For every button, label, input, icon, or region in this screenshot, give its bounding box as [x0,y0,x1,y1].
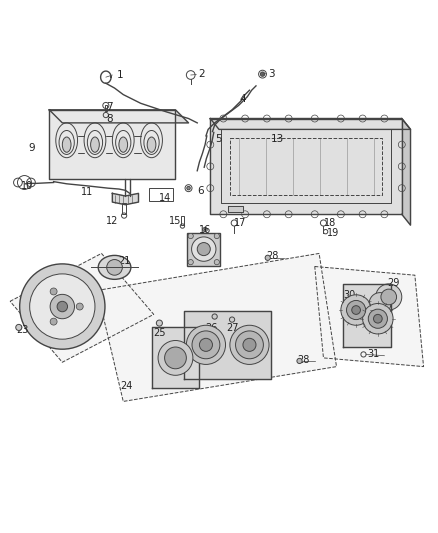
Circle shape [204,229,206,230]
Polygon shape [184,311,271,378]
Text: 2: 2 [198,69,205,79]
Circle shape [186,325,226,365]
Circle shape [57,301,67,312]
Text: 19: 19 [327,228,339,238]
Bar [187,232,220,265]
Ellipse shape [119,137,127,152]
Text: 9: 9 [28,143,35,153]
Text: 29: 29 [387,278,399,288]
Text: 26: 26 [205,324,217,333]
Circle shape [265,255,270,261]
Circle shape [20,264,105,349]
Text: 18: 18 [324,218,336,228]
Text: 16: 16 [199,224,211,235]
Text: 20: 20 [203,245,215,255]
Bar [122,204,126,214]
Ellipse shape [91,137,99,152]
Text: 30: 30 [343,290,356,300]
Text: 10: 10 [21,181,33,191]
Circle shape [376,284,402,310]
Circle shape [187,187,190,190]
Circle shape [156,320,162,326]
Bar [149,188,173,201]
Circle shape [297,358,302,364]
Circle shape [50,288,57,295]
Polygon shape [402,118,410,225]
Circle shape [50,294,74,319]
Circle shape [368,309,388,328]
Text: 24: 24 [120,381,133,391]
Text: 4: 4 [240,94,246,104]
Text: 25: 25 [153,328,166,337]
Polygon shape [152,327,199,389]
Circle shape [341,295,371,325]
Circle shape [16,325,22,330]
Text: 5: 5 [215,134,223,144]
Circle shape [230,317,235,322]
Text: 21: 21 [118,256,131,266]
Text: 13: 13 [271,134,284,144]
Polygon shape [49,110,176,180]
Circle shape [214,233,219,239]
Ellipse shape [98,255,131,279]
Circle shape [212,314,217,319]
Polygon shape [113,193,138,205]
Bar [105,106,107,111]
Ellipse shape [147,137,156,152]
Polygon shape [10,254,154,362]
Circle shape [158,341,193,375]
Text: 15: 15 [170,216,182,226]
Circle shape [165,347,186,369]
Polygon shape [343,284,391,347]
Circle shape [191,237,216,261]
Circle shape [192,331,220,359]
Text: 12: 12 [106,216,119,226]
Text: 28: 28 [266,252,278,262]
Circle shape [188,260,193,265]
Text: 6: 6 [198,186,204,196]
Circle shape [363,303,393,334]
Circle shape [30,274,95,339]
Text: 7: 7 [106,102,113,112]
Polygon shape [315,266,424,367]
Circle shape [243,338,256,351]
Circle shape [76,303,83,310]
Circle shape [381,289,396,305]
Circle shape [236,331,263,359]
Circle shape [214,260,219,265]
Circle shape [230,325,269,365]
Bar [181,216,184,225]
Text: 1: 1 [117,70,123,80]
Text: 3: 3 [268,69,275,79]
Circle shape [374,314,382,323]
Circle shape [50,318,57,325]
Polygon shape [210,118,410,130]
Polygon shape [210,118,402,214]
Polygon shape [228,206,243,212]
Text: 31: 31 [367,350,380,359]
Text: 28: 28 [298,355,310,365]
Text: 23: 23 [16,325,28,335]
Text: 22: 22 [37,283,50,293]
Ellipse shape [62,137,71,152]
Text: 17: 17 [234,218,246,228]
Text: 27: 27 [226,324,238,333]
Polygon shape [97,254,336,401]
Polygon shape [49,110,188,123]
Circle shape [352,305,360,314]
Text: 14: 14 [159,193,171,203]
Circle shape [197,243,210,256]
Circle shape [260,72,265,76]
Circle shape [188,233,193,239]
Text: 8: 8 [106,114,113,124]
Circle shape [346,301,366,320]
Circle shape [369,293,391,314]
Text: 11: 11 [81,187,94,197]
Circle shape [107,260,122,275]
Circle shape [199,338,212,351]
